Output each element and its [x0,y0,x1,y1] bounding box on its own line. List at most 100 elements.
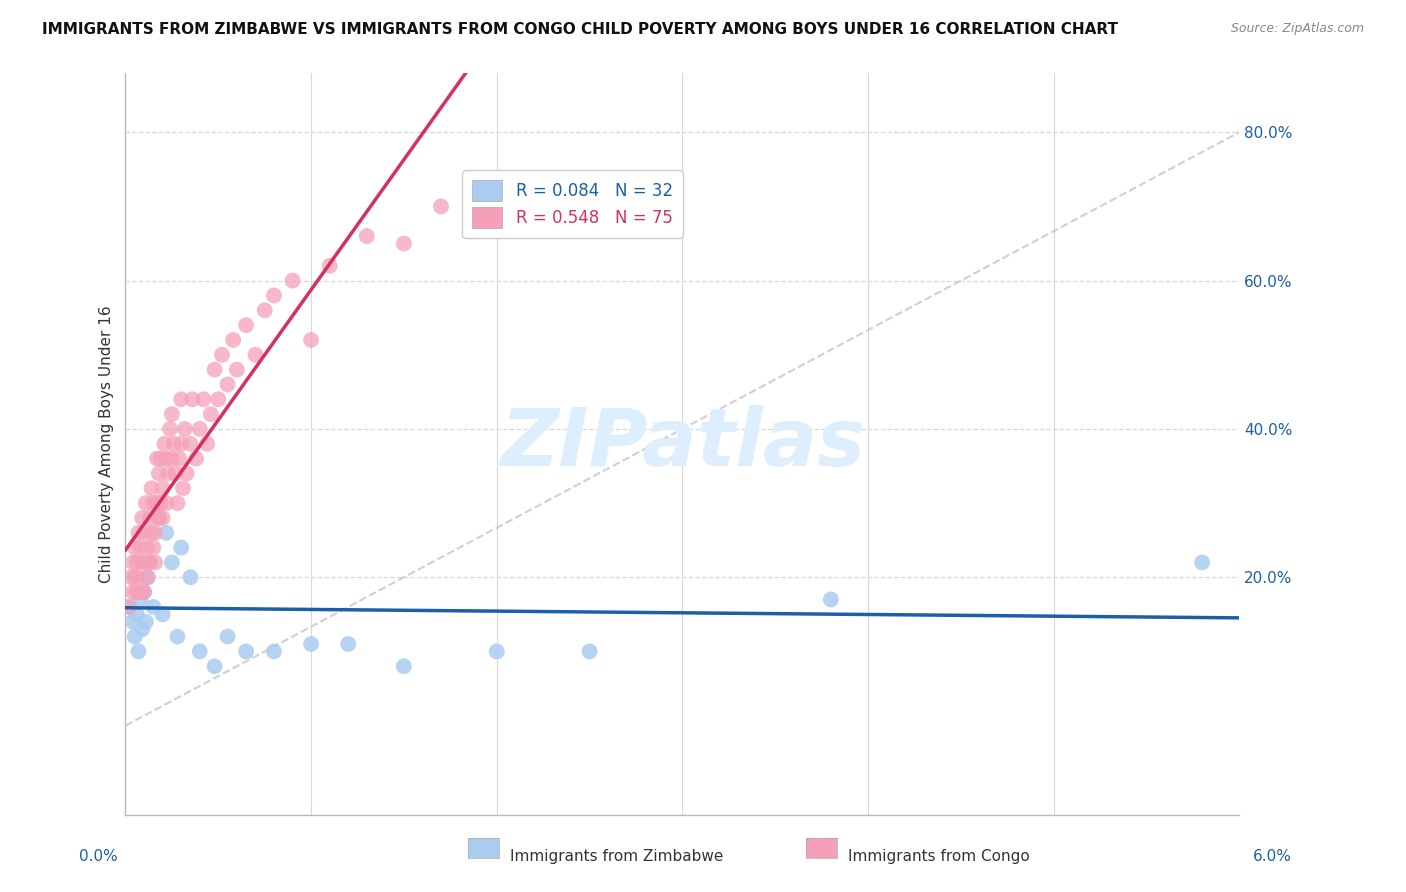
Point [142,496,165,510]
Text: ZIPatlas: ZIPatlas [501,405,865,483]
Text: Immigrants from Zimbabwe: Immigrants from Zimbabwe [510,849,724,864]
Point [118,599,141,614]
Point [131,622,153,636]
Point [125,585,148,599]
Point [148,467,170,481]
Point [281,274,304,288]
Point [131,511,153,525]
Point [578,644,600,658]
Point [166,630,188,644]
Point [148,511,170,525]
Point [207,392,229,407]
Point [188,644,211,658]
Point [118,599,141,614]
Point [152,481,174,495]
Point [155,496,177,510]
Point [195,436,218,450]
Point [129,592,152,607]
Point [299,637,322,651]
Point [124,541,146,555]
Point [263,644,285,658]
Point [127,525,149,540]
Point [157,467,180,481]
Point [176,467,198,481]
Point [181,392,204,407]
Point [235,318,257,332]
Point [153,436,176,450]
Point [142,599,165,614]
Text: Source: ZipAtlas.com: Source: ZipAtlas.com [1230,22,1364,36]
Point [160,407,183,421]
Point [127,570,149,584]
Point [152,607,174,622]
Point [204,659,226,673]
Point [142,541,165,555]
Point [225,362,247,376]
Point [132,585,155,599]
Point [136,541,159,555]
Point [253,303,276,318]
Point [127,644,149,658]
Point [392,659,415,673]
Point [170,436,193,450]
Point [125,607,148,622]
Text: Immigrants from Congo: Immigrants from Congo [848,849,1029,864]
Point [820,592,842,607]
Point [160,556,183,570]
Point [222,333,245,347]
Point [152,511,174,525]
Point [138,511,160,525]
Point [430,199,453,213]
Point [165,467,187,481]
Point [1191,556,1213,570]
Point [217,377,239,392]
Point [132,585,155,599]
Point [184,451,207,466]
Point [217,630,239,644]
Point [169,451,191,466]
Point [149,496,172,510]
Point [299,333,322,347]
Point [146,451,169,466]
Point [129,585,152,599]
Point [245,348,267,362]
Point [125,556,148,570]
Point [163,436,186,450]
Point [160,451,183,466]
Point [159,422,181,436]
Point [392,236,415,251]
Point [138,556,160,570]
Point [136,570,159,584]
Point [149,451,172,466]
Point [141,481,163,495]
Point [318,259,340,273]
Point [131,556,153,570]
Point [337,637,360,651]
Point [485,644,508,658]
Point [129,541,152,555]
Point [138,556,160,570]
Point [166,496,188,510]
Point [211,348,233,362]
Point [141,525,163,540]
Point [135,615,157,629]
Point [146,496,169,510]
Point [124,570,146,584]
Point [179,570,201,584]
Point [204,362,226,376]
Point [148,511,170,525]
Text: IMMIGRANTS FROM ZIMBABWE VS IMMIGRANTS FROM CONGO CHILD POVERTY AMONG BOYS UNDER: IMMIGRANTS FROM ZIMBABWE VS IMMIGRANTS F… [42,22,1118,37]
Point [200,407,222,421]
Point [136,570,159,584]
Point [146,496,169,510]
Point [193,392,215,407]
Point [179,436,201,450]
Point [235,644,257,658]
Point [122,556,145,570]
Point [155,525,177,540]
Point [122,615,145,629]
Point [122,585,145,599]
Point [155,451,177,466]
Point [135,556,157,570]
Point [170,541,193,555]
